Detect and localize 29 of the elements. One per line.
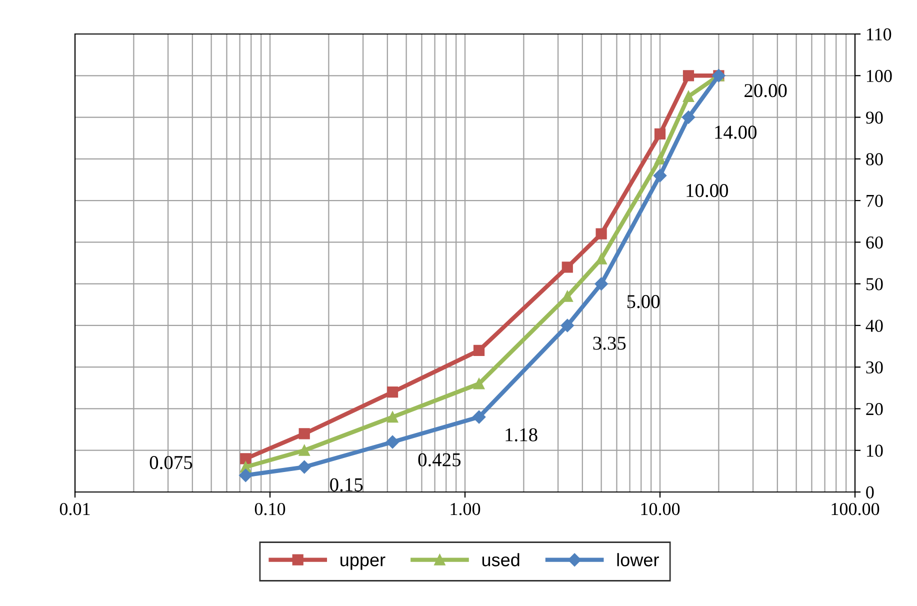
y-tick-label: 20: [866, 402, 883, 416]
annotation: 3.35: [593, 336, 626, 350]
annotation: 20.00: [744, 84, 787, 98]
y-tick-label: 50: [866, 278, 883, 290]
legend-label: used: [482, 553, 520, 566]
annotation: 14.00: [715, 126, 757, 139]
y-tick-label: 100: [867, 70, 892, 82]
y-tick-label: 40: [866, 320, 883, 332]
x-tick-label: 1.00: [450, 502, 480, 516]
annotation: 10.00: [686, 184, 728, 198]
x-tick-label: 0.10: [254, 502, 286, 516]
legend-label: upper: [340, 556, 386, 570]
y-tick-label: 110: [867, 28, 892, 40]
annotation: 1.18: [506, 428, 538, 442]
y-tick-label: 80: [866, 153, 883, 166]
y-tick-label: 60: [866, 236, 883, 249]
y-tick-label: 30: [866, 361, 883, 374]
annotation: 0.075: [150, 456, 192, 470]
y-tick-label: 90: [866, 112, 883, 124]
x-tick-label: 0.01: [60, 502, 90, 516]
annotation: 0.15: [330, 478, 363, 492]
y-tick-label: 0: [866, 486, 874, 498]
legend-label: lower: [617, 553, 659, 566]
y-tick-label: 70: [866, 194, 883, 207]
x-tick-label: 10.00: [641, 502, 680, 516]
y-tick-label: 10: [867, 444, 883, 457]
x-tick-label: 100.00: [832, 502, 880, 516]
annotation: 5.00: [627, 295, 660, 308]
annotation: 0.425: [418, 453, 461, 466]
